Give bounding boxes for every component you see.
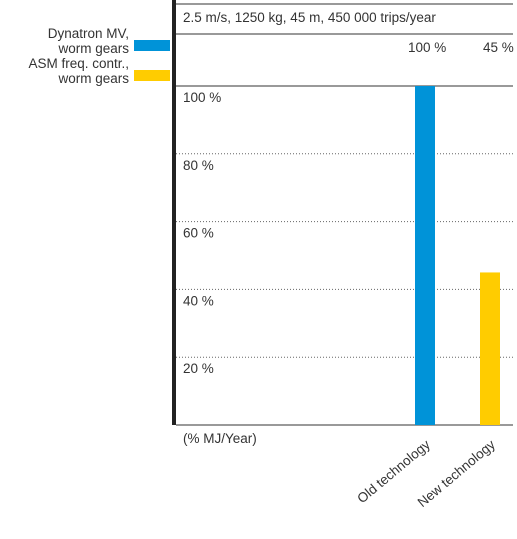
y-tick-label: 40 % — [183, 293, 214, 308]
value-label: 45 % — [483, 40, 514, 55]
value-labels: 100 % 45 % — [408, 40, 514, 55]
chart-title: 2.5 m/s, 1250 kg, 45 m, 450 000 trips/ye… — [183, 10, 436, 25]
legend-label: ASM freq. contr., — [28, 56, 129, 71]
y-tick-label: 80 % — [183, 158, 214, 173]
legend-swatch — [134, 70, 170, 81]
legend-label: worm gears — [57, 71, 129, 86]
bars — [415, 86, 500, 425]
y-axis-label: (% MJ/Year) — [183, 431, 257, 446]
y-tick-label: 100 % — [183, 90, 221, 105]
y-tick-label: 60 % — [183, 226, 214, 241]
value-label: 100 % — [408, 40, 446, 55]
legend-swatch — [134, 40, 170, 51]
legend-label: worm gears — [57, 41, 129, 56]
legend-label: Dynatron MV, — [48, 26, 129, 41]
y-tick-labels: 100 % 80 % 60 % 40 % 20 % — [183, 90, 221, 376]
bar-new-technology — [480, 272, 500, 425]
y-tick-label: 20 % — [183, 361, 214, 376]
bar-old-technology — [415, 86, 435, 425]
y-axis-line — [172, 0, 176, 425]
grid-lines — [176, 153, 513, 358]
